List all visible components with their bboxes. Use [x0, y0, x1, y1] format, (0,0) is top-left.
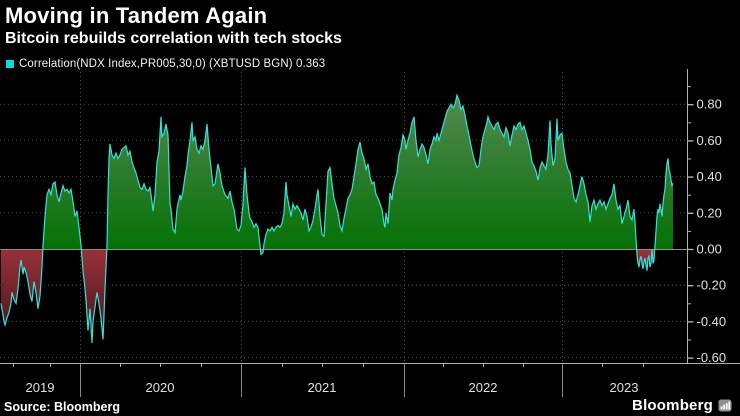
svg-text:2021: 2021: [308, 380, 337, 395]
source-credit: Source: Bloomberg: [4, 400, 120, 414]
legend-label: Correlation(NDX Index,PR005,30,0) (XBTUS…: [19, 58, 326, 70]
chart-bars-icon: [718, 399, 732, 412]
legend: Correlation(NDX Index,PR005,30,0) (XBTUS…: [6, 58, 325, 70]
svg-text:2020: 2020: [146, 380, 175, 395]
bloomberg-logo: Bloomberg: [632, 397, 732, 414]
svg-text:2022: 2022: [469, 380, 498, 395]
chart-title: Moving in Tandem Again: [5, 3, 268, 28]
svg-text:-0.20: -0.20: [697, 278, 727, 293]
svg-text:0.00: 0.00: [697, 242, 722, 257]
svg-text:0.80: 0.80: [697, 97, 722, 112]
bloomberg-wordmark: Bloomberg: [632, 397, 713, 414]
y-axis-labels: 0.80 0.60 0.40 0.20 0.00 -0.20 -0.40 -0.60: [687, 86, 727, 365]
svg-text:0.20: 0.20: [697, 205, 722, 220]
correlation-line: [0, 93, 674, 344]
svg-text:-0.60: -0.60: [697, 350, 727, 365]
legend-swatch-icon: [6, 60, 14, 68]
svg-text:2023: 2023: [610, 380, 639, 395]
chart-header: Moving in Tandem Again Bitcoin rebuilds …: [5, 2, 342, 49]
x-axis-labels: 2019 2020 2021 2022 2023: [13, 363, 644, 397]
svg-text:0.60: 0.60: [697, 133, 722, 148]
chart-subtitle: Bitcoin rebuilds correlation with tech s…: [5, 30, 342, 47]
svg-text:-0.40: -0.40: [697, 314, 727, 329]
svg-text:0.40: 0.40: [697, 169, 722, 184]
svg-text:2019: 2019: [26, 380, 55, 395]
